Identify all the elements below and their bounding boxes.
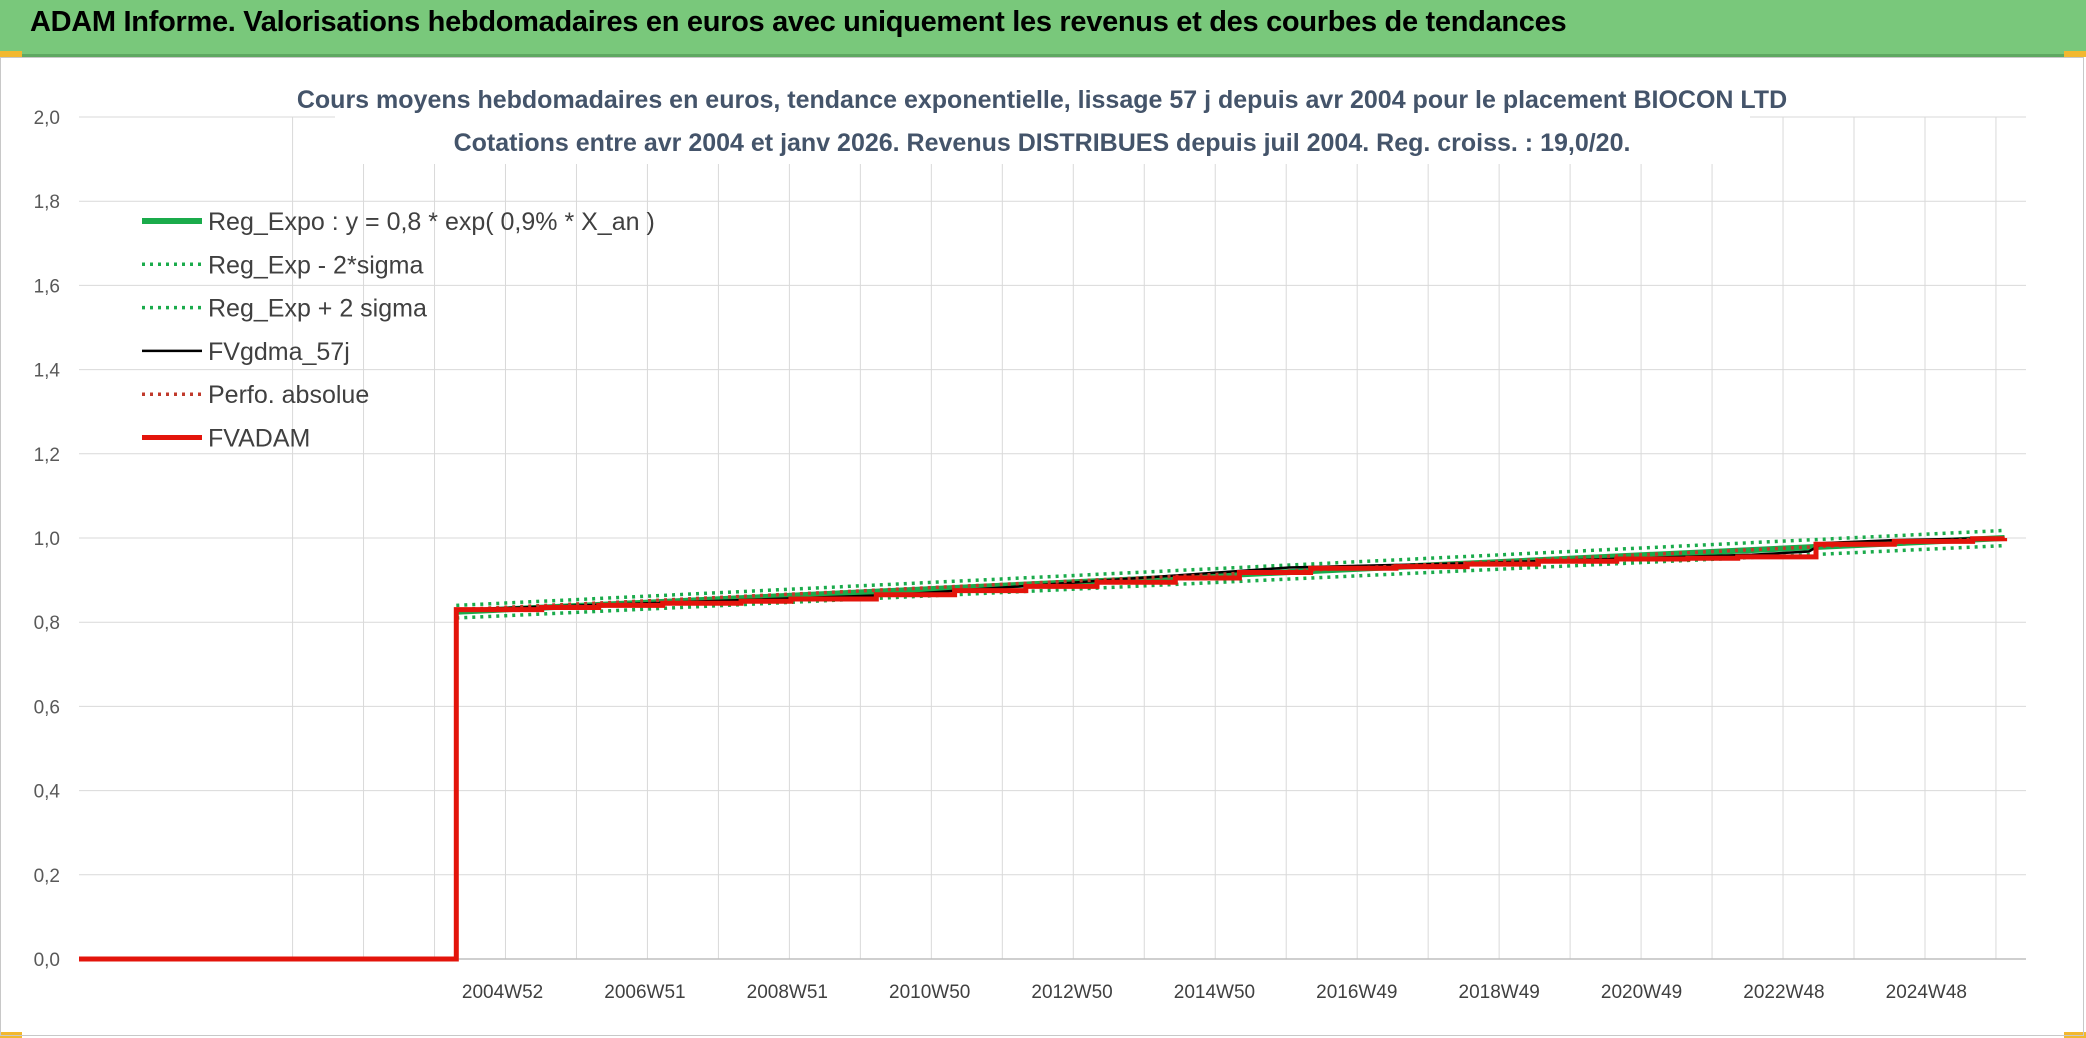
chart-title-background bbox=[335, 86, 1750, 164]
header-banner: ADAM Informe. Valorisations hebdomadaire… bbox=[0, 0, 2086, 57]
y-tick-label: 1,8 bbox=[34, 192, 60, 213]
y-tick-label: 0,2 bbox=[34, 866, 60, 887]
series-line-4 bbox=[456, 536, 2005, 612]
y-tick-label: 0,8 bbox=[34, 613, 60, 634]
legend-label: Reg_Exp + 2 sigma bbox=[208, 295, 427, 323]
y-tick-label: 2,0 bbox=[34, 108, 60, 129]
y-tick-label: 1,4 bbox=[34, 361, 61, 382]
chart-title: Cours moyens hebdomadaires en euros, ten… bbox=[297, 86, 1787, 114]
legend-label: Perfo. absolue bbox=[208, 381, 369, 409]
legend-label: FVADAM bbox=[208, 425, 310, 453]
corner-marker-left bbox=[0, 51, 22, 57]
x-axis-ticks: 2004W52 2006W51 2008W51 2010W50 2012W50 2014W… bbox=[462, 982, 1967, 1003]
legend-label: FVgdma_57j bbox=[208, 338, 350, 366]
chart-legend: Reg_Expo : y = 0,8 * exp( 0,9% * X_an ) R… bbox=[142, 208, 655, 453]
y-tick-label: 0,4 bbox=[34, 782, 61, 803]
x-tick-label: 2018W49 bbox=[1459, 982, 1540, 1003]
series-line-5 bbox=[79, 536, 2008, 962]
x-tick-label: 2008W51 bbox=[747, 982, 828, 1003]
x-tick-label: 2024W48 bbox=[1886, 982, 1967, 1003]
series-line-2 bbox=[456, 528, 2005, 608]
chart-frame bbox=[0, 57, 2084, 1036]
y-tick-label: 1,2 bbox=[34, 445, 60, 466]
page-title: ADAM Informe. Valorisations hebdomadaire… bbox=[30, 6, 1567, 38]
legend-label: Reg_Expo : y = 0,8 * exp( 0,9% * X_an ) bbox=[208, 208, 655, 236]
chart-series bbox=[79, 528, 2008, 962]
x-tick-label: 2012W50 bbox=[1031, 982, 1112, 1003]
legend-label: Reg_Exp - 2*sigma bbox=[208, 251, 423, 279]
x-tick-label: 2014W50 bbox=[1174, 982, 1255, 1003]
y-tick-label: 0,6 bbox=[34, 697, 60, 718]
x-tick-label: 2020W49 bbox=[1601, 982, 1682, 1003]
y-tick-label: 1,6 bbox=[34, 276, 60, 297]
x-tick-label: 2004W52 bbox=[462, 982, 543, 1003]
x-tick-label: 2022W48 bbox=[1743, 982, 1824, 1003]
y-tick-label: 0,0 bbox=[34, 950, 60, 971]
y-axis-ticks: 0,0 0,2 0,4 0,6 0,8 1,0 1,2 1,4 1,6 1,8 2,0 bbox=[34, 108, 61, 971]
x-tick-label: 2016W49 bbox=[1316, 982, 1397, 1003]
chart-grid bbox=[79, 116, 2026, 960]
x-tick-label: 2006W51 bbox=[604, 982, 685, 1003]
x-tick-label: 2010W50 bbox=[889, 982, 970, 1003]
corner-marker-right bbox=[2064, 51, 2086, 57]
series-line-1 bbox=[456, 543, 2005, 620]
y-tick-label: 1,0 bbox=[34, 529, 60, 550]
chart-subtitle: Cotations entre avr 2004 et janv 2026. R… bbox=[454, 129, 1631, 157]
